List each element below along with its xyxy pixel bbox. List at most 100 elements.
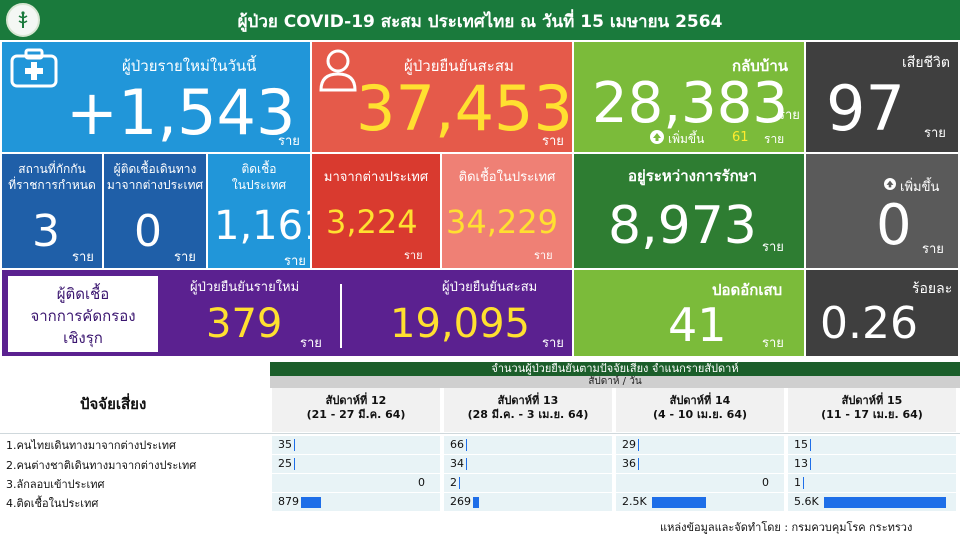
table-subcaption: สัปดาห์ / วัน: [270, 376, 960, 388]
row-label: 3.ลักลอบเข้าประเทศ: [6, 478, 105, 491]
domestic-cum-unit: ราย: [534, 249, 553, 262]
week-title: สัปดาห์ที่ 14: [669, 394, 731, 407]
value-tick: [466, 439, 467, 451]
new-cases-value: +1,543: [66, 76, 296, 149]
from-abroad-value: 3,224: [326, 203, 418, 241]
recovered-value: 28,383: [592, 71, 788, 136]
caduceus-icon: [18, 11, 28, 28]
row-label: 1.คนไทยเดินทางมาจากต่างประเทศ: [6, 439, 177, 452]
quarantine-label-2: ที่ราชการกำหนด: [8, 178, 96, 192]
travel-infected-label-2: มาจากต่างประเทศ: [106, 178, 204, 192]
deaths-tile: เสียชีวิต 97 ราย: [806, 42, 958, 152]
table-cell-value: 269: [450, 495, 471, 508]
week-title: สัปดาห์ที่ 12: [325, 394, 387, 407]
travel-infected-unit: ราย: [174, 250, 196, 265]
deaths-increase-unit: ราย: [922, 242, 944, 257]
cumulative-unit: ราย: [542, 134, 564, 149]
table-cell-value: 13: [794, 457, 808, 470]
table-cell-value: 66: [450, 438, 464, 451]
table-cell: [272, 474, 440, 492]
value-tick: [638, 439, 639, 451]
page-title: ผู้ป่วย COVID-19 สะสม ประเทศไทย ณ วันที่…: [237, 12, 723, 32]
quarantine-unit: ราย: [72, 250, 94, 265]
travel-infected-value: 0: [134, 206, 162, 257]
deaths-increase-value: 0: [876, 193, 912, 258]
domestic-new-value: 1,161: [214, 203, 310, 249]
recovered-label: กลับบ้าน: [732, 57, 788, 75]
quarantine-label-1: สถานที่กักกัน: [18, 162, 86, 176]
value-tick: [294, 458, 295, 470]
screening-tile: ผู้ติดเชื้อ จากการคัดกรอง เชิงรุก ผู้ป่ว…: [2, 270, 572, 356]
value-tick: [638, 458, 639, 470]
domestic-new-label-1: ติดเชื้อ: [241, 162, 277, 176]
table-cell: [272, 455, 440, 473]
from-abroad-unit: ราย: [404, 249, 423, 262]
domestic-new-label-2: ในประเทศ: [231, 178, 287, 192]
table-cell: [616, 474, 784, 492]
table-cell: [788, 474, 956, 492]
arrow-up-icon: [650, 130, 664, 144]
week-title: สัปดาห์ที่ 13: [497, 394, 559, 407]
new-cases-label: ผู้ป่วยรายใหม่ในวันนี้: [122, 57, 257, 75]
table-cell-value: 0: [762, 476, 769, 489]
table-divider: [0, 433, 960, 434]
row-label: 2.คนต่างชาติเดินทางมาจากต่างประเทศ: [6, 459, 197, 472]
table-cell-value: 25: [278, 457, 292, 470]
week-header: สัปดาห์ที่ 12 (21 - 27 มี.ค. 64): [272, 388, 440, 432]
row-label: 4.ติดเชื้อในประเทศ: [6, 497, 99, 510]
travel-infected-tile: ผู้ติดเชื้อเดินทาง มาจากต่างประเทศ 0 ราย: [104, 154, 206, 268]
table-cell-value: 29: [622, 438, 636, 451]
table-cell-value: 34: [450, 457, 464, 470]
value-tick: [466, 458, 467, 470]
deaths-increase-label: เพิ่มขึ้น: [900, 180, 940, 195]
table-cell: [444, 436, 612, 454]
recovered-increase-value: 61: [732, 130, 749, 145]
screening-new-unit: ราย: [300, 336, 322, 351]
travel-infected-label-1: ผู้ติดเชื้อเดินทาง: [113, 162, 197, 176]
domestic-new-tile: ติดเชื้อ ในประเทศ 1,161 ราย: [208, 154, 310, 268]
treating-tile: อยู่ระหว่างการรักษา 8,973 ราย: [574, 154, 804, 268]
screening-label-3: เชิงรุก: [63, 329, 103, 347]
recovered-unit: ราย: [778, 108, 800, 123]
deaths-increase-tile: เพิ่มขึ้น 0 ราย: [806, 154, 958, 268]
value-tick: [294, 439, 295, 451]
table-caption: จำนวนผู้ป่วยยืนยันตามปัจจัยเสี่ยง จำแนกร…: [270, 362, 960, 376]
from-abroad-label: มาจากต่างประเทศ: [323, 170, 429, 185]
table-cell-value: 15: [794, 438, 808, 451]
table-cell-value: 2.5K: [622, 495, 647, 508]
screening-cum-unit: ราย: [542, 336, 564, 351]
value-tick: [810, 458, 811, 470]
pneumonia-value: 41: [668, 298, 727, 352]
table-cell: [444, 455, 612, 473]
screening-cum-label: ผู้ป่วยยืนยันสะสม: [442, 280, 538, 295]
recovered-increase-label: เพิ่มขึ้น: [668, 132, 705, 146]
table-cell: [616, 455, 784, 473]
table-cell: [272, 436, 440, 454]
pneumonia-label: ปอดอักเสบ: [712, 281, 783, 299]
value-tick: [459, 477, 460, 489]
screening-label-1: ผู้ติดเชื้อ: [56, 285, 110, 303]
deaths-value: 97: [826, 72, 905, 145]
value-tick: [803, 477, 804, 489]
table-cell-value: 36: [622, 457, 636, 470]
screening-cum-value: 19,095: [390, 301, 530, 347]
cumulative-tile: ผู้ป่วยยืนยันสะสม 37,453 ราย: [312, 42, 572, 152]
week-range: (11 - 17 เม.ย. 64): [821, 408, 923, 421]
table-cell-value: 1: [794, 476, 801, 489]
treating-label: อยู่ระหว่างการรักษา: [628, 167, 757, 185]
value-bar: [824, 497, 946, 508]
table-cell: [444, 474, 612, 492]
from-abroad-tile: มาจากต่างประเทศ 3,224 ราย: [312, 154, 440, 268]
week-header: สัปดาห์ที่ 13 (28 มี.ค. - 3 เม.ย. 64): [444, 388, 612, 432]
header-bar: [0, 0, 960, 40]
deaths-label: เสียชีวิต: [902, 55, 950, 71]
week-title: สัปดาห์ที่ 15: [841, 394, 903, 407]
screening-new-value: 379: [206, 301, 283, 347]
domestic-cum-tile: ติดเชื้อในประเทศ 34,229 ราย: [442, 154, 572, 268]
domestic-cum-value: 34,229: [446, 203, 558, 241]
arrow-up-icon: [884, 178, 896, 190]
screening-divider: [340, 284, 342, 348]
week-range: (21 - 27 มี.ค. 64): [306, 408, 406, 421]
table-cell: [788, 436, 956, 454]
quarantine-value: 3: [32, 206, 60, 257]
